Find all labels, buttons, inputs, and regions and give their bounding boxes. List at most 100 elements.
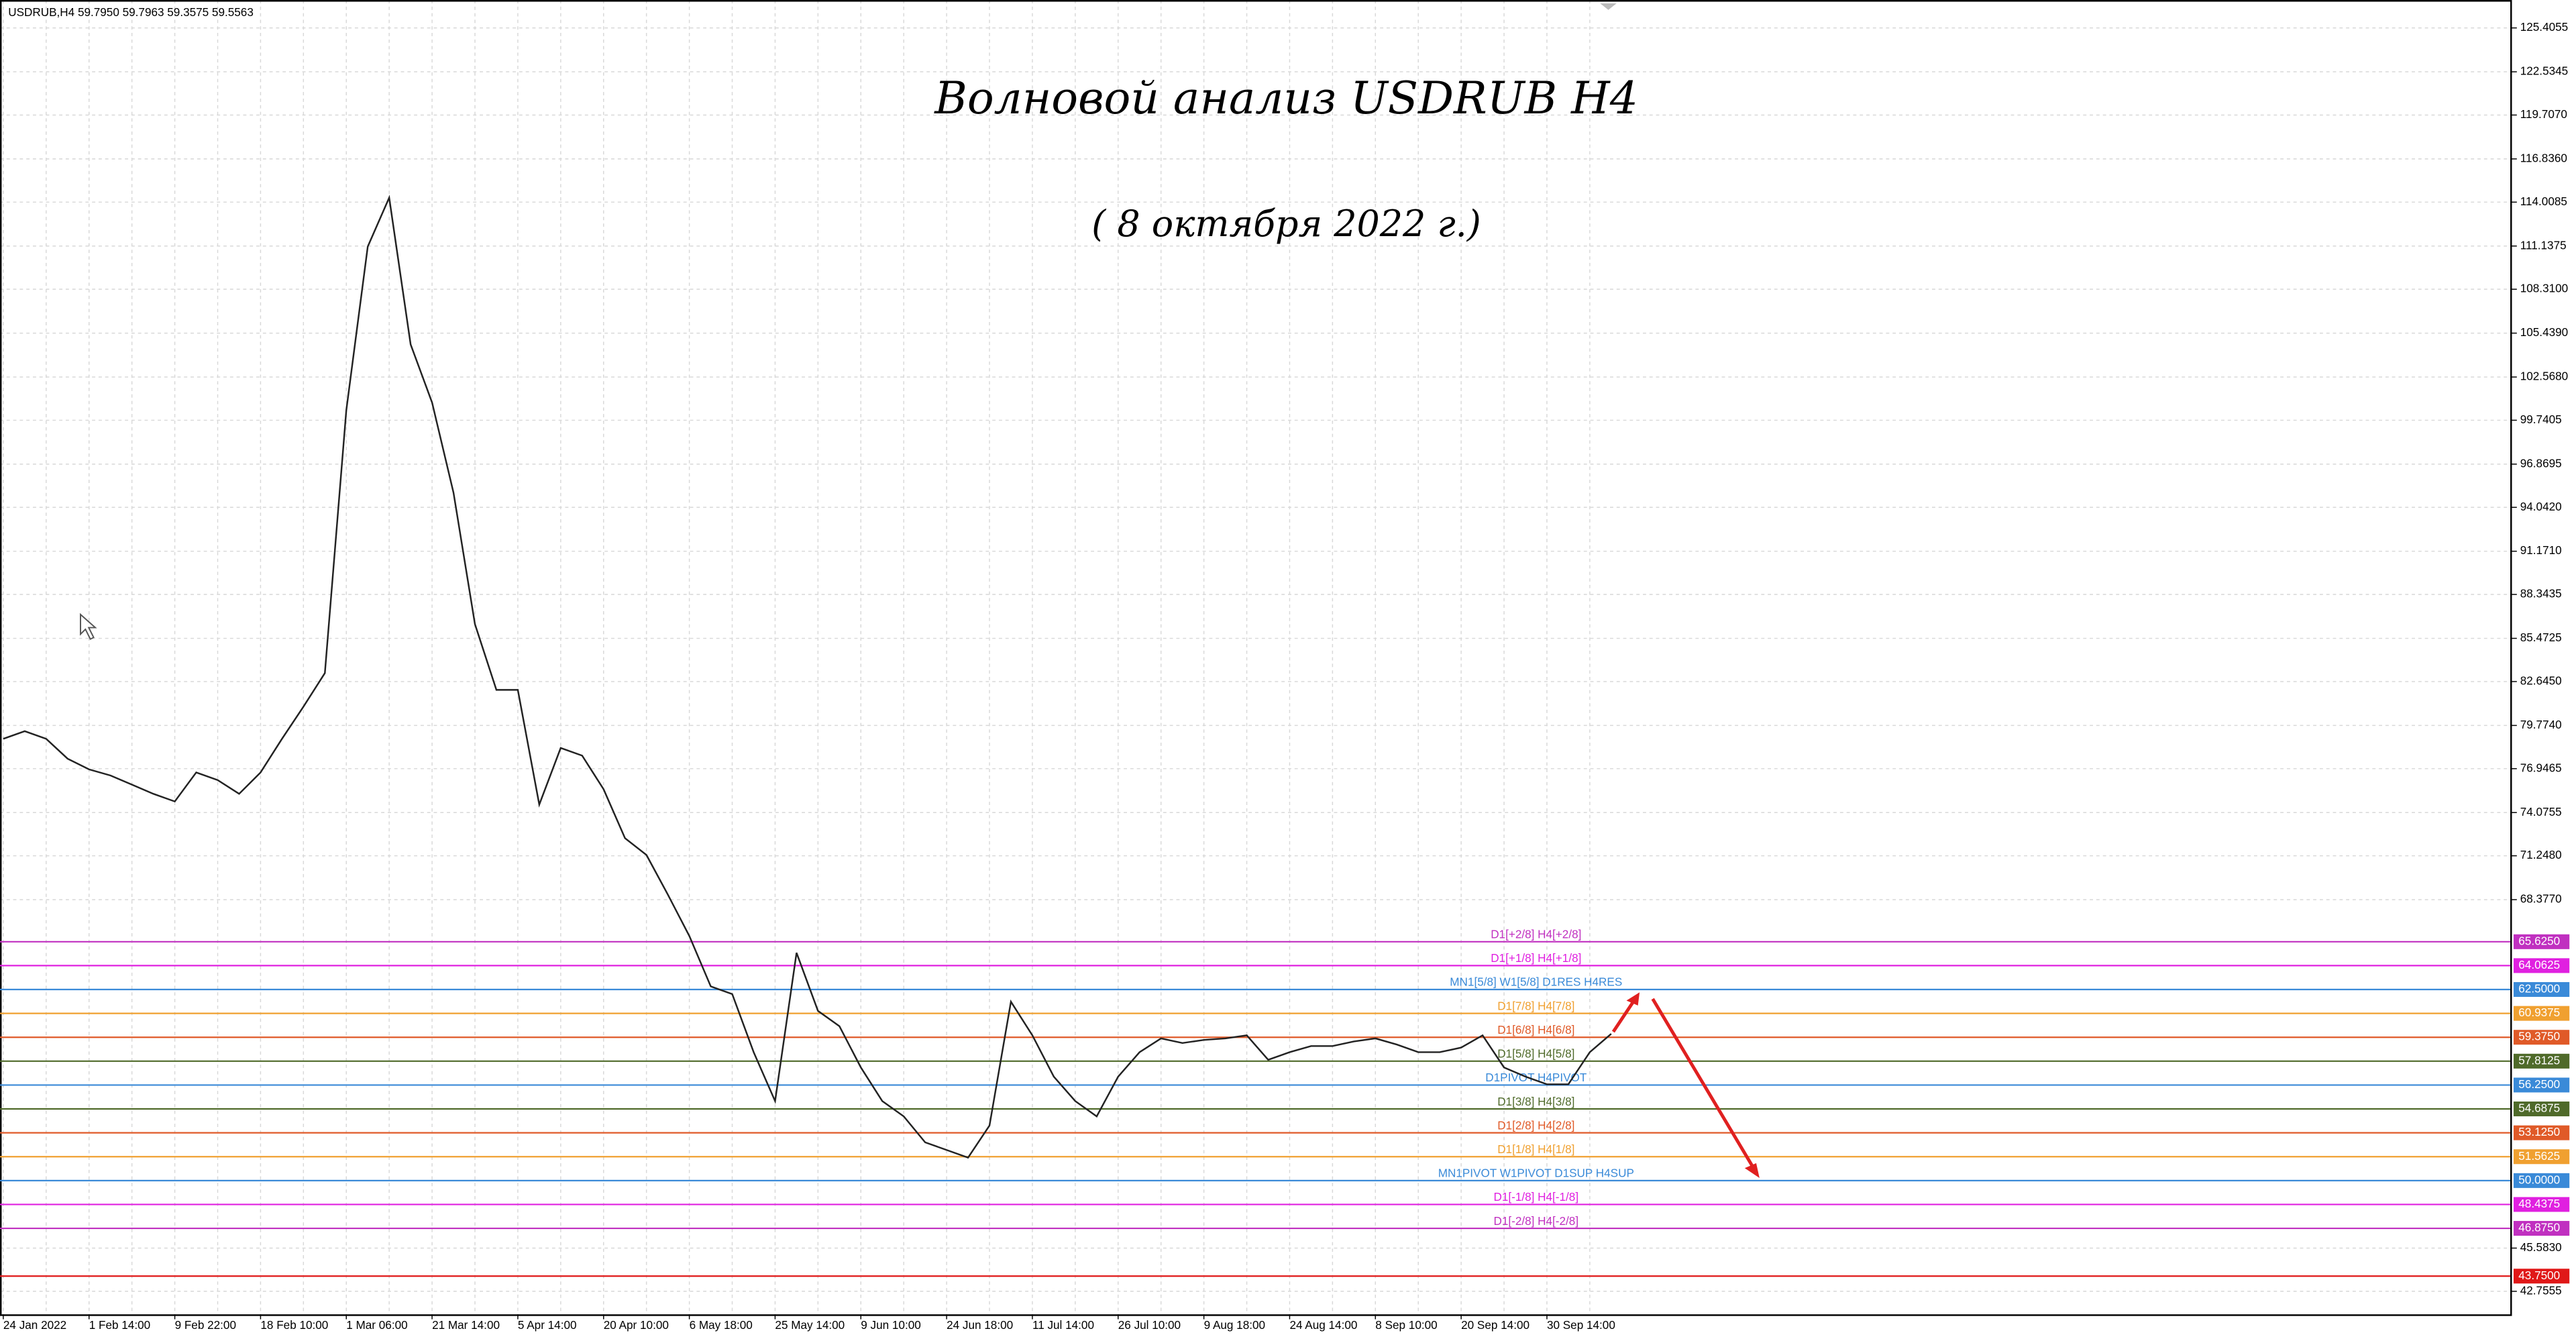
level-label: D1[2/8] H4[2/8] [1497,1118,1574,1132]
level-label: D1[-1/8] H4[-1/8] [1493,1190,1578,1203]
level-value-label: 62.5000 [2518,982,2560,996]
level-label: MN1PIVOT W1PIVOT D1SUP H4SUP [1438,1167,1634,1180]
level-value-box [2513,1269,2570,1284]
level-label: D1[6/8] H4[6/8] [1497,1023,1574,1036]
y-tick-label: 85.4725 [2520,631,2562,644]
x-tick-label: 30 Sep 14:00 [1547,1318,1615,1332]
y-tick-label: 71.2480 [2520,848,2562,861]
y-tick-label: 45.5830 [2520,1240,2562,1254]
y-tick-label: 79.7740 [2520,718,2562,731]
level-value-box [2513,1077,2570,1093]
arrow-down [1651,998,1756,1171]
x-tick-label: 20 Apr 10:00 [604,1318,669,1332]
level-value-label: 54.6875 [2518,1102,2560,1115]
y-tick-label: 119.7070 [2520,107,2567,121]
level-value-box [2513,981,2570,998]
x-tick-label: 21 Mar 14:00 [432,1318,500,1332]
level-value-label: 56.2500 [2518,1077,2560,1091]
level-label: D1[1/8] H4[1/8] [1497,1142,1574,1156]
y-tick-label: 82.6450 [2520,674,2562,688]
level-value-label: 48.4375 [2518,1197,2560,1210]
x-tick-label: 9 Feb 22:00 [175,1318,236,1332]
y-tick-label: 116.8360 [2520,151,2567,164]
level-value-label: 46.8750 [2518,1221,2560,1234]
x-tick-label: 18 Feb 10:00 [260,1318,328,1332]
x-tick-label: 11 Jul 14:00 [1032,1318,1094,1332]
level-value-box [2513,1006,2570,1021]
y-tick-label: 42.7555 [2520,1283,2562,1297]
level-value-box [2513,1197,2570,1212]
level-value-label: 57.8125 [2518,1053,2560,1067]
x-tick-label: 25 May 14:00 [775,1318,845,1332]
y-tick-label: 94.0420 [2520,500,2562,513]
level-value-label: 51.5625 [2518,1149,2560,1163]
x-tick-label: 26 Jul 10:00 [1118,1318,1181,1332]
x-tick-label: 5 Apr 14:00 [518,1318,577,1332]
level-label: MN1[5/8] W1[5/8] D1RES H4RES [1450,975,1622,989]
y-tick-label: 125.4055 [2520,20,2568,34]
x-tick-label: 1 Feb 14:00 [89,1318,150,1332]
x-tick-label: 6 May 18:00 [690,1318,753,1332]
level-label: D1[+2/8] H4[+2/8] [1491,928,1581,941]
level-value-label: 59.3750 [2518,1030,2560,1043]
y-tick-label: 111.1375 [2520,238,2567,252]
chart-title: Волновой анализ USDRUB H4 [934,72,1638,124]
y-tick-label: 68.3770 [2520,892,2562,906]
level-label: D1[+1/8] H4[+1/8] [1491,951,1581,965]
y-tick-label: 122.5345 [2520,64,2568,78]
header: USDRUB,H4 59.7950 59.7963 59.3575 59.556… [8,5,254,19]
level-value-box [2513,1053,2570,1069]
price-line [3,195,1612,1159]
level-value-label: 43.7500 [2518,1269,2560,1282]
y-tick-label: 108.3100 [2520,282,2568,295]
x-tick-label: 24 Jun 18:00 [947,1318,1013,1332]
level-value-label: 53.1250 [2518,1125,2560,1138]
x-tick-label: 24 Aug 14:00 [1289,1318,1357,1332]
level-value-box [2513,1149,2570,1165]
level-value-box [2513,1221,2570,1236]
level-value-label: 65.6250 [2518,934,2560,947]
y-tick-label: 99.7405 [2520,413,2562,426]
level-label: D1[5/8] H4[5/8] [1497,1047,1574,1061]
level-label: D1[7/8] H4[7/8] [1497,999,1574,1012]
level-value-box [2513,1173,2570,1188]
y-tick-label: 105.4390 [2520,325,2568,339]
forecast-arrows [1611,992,1760,1178]
x-tick-label: 9 Jun 10:00 [861,1318,921,1332]
y-tick-label: 88.3435 [2520,587,2562,600]
y-tick-label: 114.0085 [2520,195,2567,208]
cursor [80,612,97,641]
level-value-label: 50.0000 [2518,1173,2560,1186]
arrow-head [1626,992,1640,1006]
level-value-box [2513,1030,2570,1045]
x-tick-label: 1 Mar 06:00 [346,1318,407,1332]
arrow-head [1744,1163,1760,1178]
level-label: D1[3/8] H4[3/8] [1497,1095,1574,1108]
x-tick-label: 20 Sep 14:00 [1461,1318,1529,1332]
y-tick-label: 96.8695 [2520,456,2562,470]
scroll-marker [1600,3,1617,10]
y-tick-label: 91.1710 [2520,543,2562,557]
plot-frame [0,0,2512,1316]
price [3,195,1612,1159]
level-label: D1PIVOT H4PIVOT [1485,1071,1587,1084]
level-value-label: 64.0625 [2518,958,2560,971]
x-tick-label: 8 Sep 10:00 [1375,1318,1437,1332]
level-value-box [2513,1125,2570,1140]
grid [0,0,2511,1315]
y-tick-label: 102.5680 [2520,370,2568,383]
level-value-box [2513,934,2570,949]
x-tick-label: 9 Aug 18:00 [1204,1318,1265,1332]
chart-subtitle: ( 8 октября 2022 г.) [1091,203,1481,245]
y-tick-label: 74.0755 [2520,805,2562,818]
level-value-label: 60.9375 [2518,1006,2560,1019]
y-tick-label: 76.9465 [2520,761,2562,774]
level-label: D1[-2/8] H4[-2/8] [1493,1214,1578,1228]
level-value-box [2513,958,2570,973]
x-tick-label: 24 Jan 2022 [3,1318,66,1332]
level-value-box [2513,1102,2570,1117]
levels: D1[+2/8] H4[+2/8] D1[+1/8] H4[+1/8] MN1[5/… [0,928,2511,1277]
